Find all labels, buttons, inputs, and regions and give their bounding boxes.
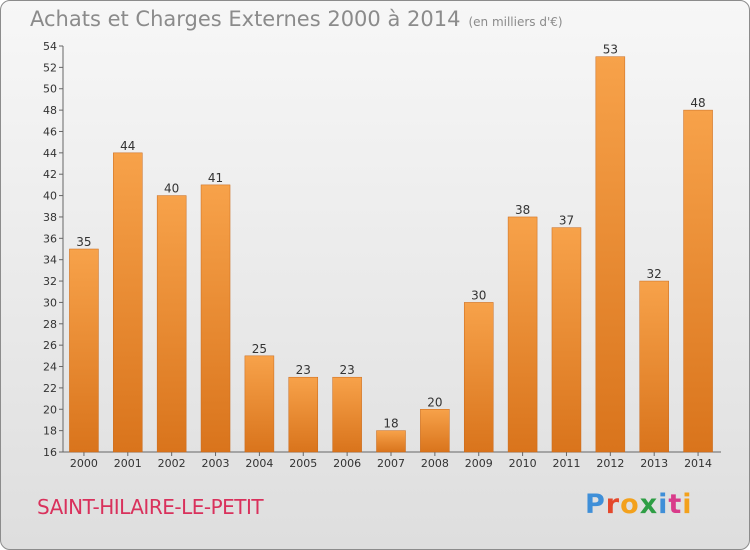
commune-name: SAINT-HILAIRE-LE-PETIT <box>37 495 264 519</box>
bar <box>507 216 538 453</box>
bar-value-label: 23 <box>339 363 354 377</box>
x-tick-label: 2014 <box>684 457 712 470</box>
proxiti-logo[interactable]: Proxiti <box>585 489 693 520</box>
x-tick-label: 2004 <box>245 457 273 470</box>
chart-bars: 35 44 40 41 25 23 23 18 20 30 38 37 53 32 48 <box>69 43 713 453</box>
y-tick-label: 32 <box>43 275 57 288</box>
x-tick-label: 2009 <box>465 457 493 470</box>
bar <box>683 109 713 453</box>
bar <box>200 184 231 453</box>
bar <box>551 227 582 453</box>
x-tick-label: 2008 <box>421 457 449 470</box>
y-tick-label: 28 <box>43 318 57 331</box>
x-tick-label: 2005 <box>289 457 317 470</box>
y-tick-label: 46 <box>43 125 57 138</box>
bar <box>463 302 494 453</box>
x-tick-label: 2006 <box>333 457 361 470</box>
chart-title-text: Achats et Charges Externes 2000 à 2014 <box>30 7 461 31</box>
bar <box>69 248 99 453</box>
bar-value-label: 41 <box>208 171 223 185</box>
bar-value-label: 32 <box>647 267 662 281</box>
bar-value-label: 20 <box>427 395 442 409</box>
y-tick-label: 40 <box>43 190 57 203</box>
bar-value-label: 18 <box>383 417 398 431</box>
bar-value-label: 25 <box>252 342 267 356</box>
y-tick-label: 20 <box>43 403 57 416</box>
x-tick-label: 2002 <box>158 457 186 470</box>
bar-value-label: 48 <box>690 96 705 110</box>
bar <box>113 152 143 453</box>
x-tick-label: 2003 <box>202 457 230 470</box>
y-tick-label: 16 <box>43 446 57 459</box>
y-tick-label: 18 <box>43 425 57 438</box>
chart-title: Achats et Charges Externes 2000 à 2014 (e… <box>30 7 563 31</box>
x-tick-label: 2010 <box>509 457 537 470</box>
x-tick-label: 2012 <box>596 457 624 470</box>
bar-value-label: 53 <box>603 43 618 57</box>
x-tick-label: 2011 <box>552 457 580 470</box>
x-tick-label: 2001 <box>114 457 142 470</box>
y-tick-label: 44 <box>43 147 57 160</box>
y-tick-label: 26 <box>43 339 57 352</box>
bar <box>420 409 450 453</box>
bar <box>332 376 362 453</box>
bar <box>595 56 626 453</box>
x-tick-label: 2007 <box>377 457 405 470</box>
bar <box>244 355 275 453</box>
chart-subtitle: (en milliers d'€) <box>468 15 563 29</box>
bar <box>639 280 669 453</box>
y-tick-label: 54 <box>43 40 57 53</box>
bar-value-label: 38 <box>515 203 530 217</box>
bar-value-label: 37 <box>559 214 574 228</box>
bar-value-label: 35 <box>76 235 91 249</box>
x-tick-label: 2000 <box>70 457 98 470</box>
x-tick-label: 2013 <box>640 457 668 470</box>
bar-value-label: 30 <box>471 288 486 302</box>
y-tick-label: 22 <box>43 382 57 395</box>
y-tick-label: 48 <box>43 104 57 117</box>
bar <box>376 430 406 453</box>
bar <box>156 195 187 453</box>
chart-axes: 16 18 20 22 24 26 28 30 32 34 36 38 40 42 44 46 48 50 52 54… <box>43 40 721 470</box>
y-tick-label: 34 <box>43 254 57 267</box>
y-tick-label: 50 <box>43 83 57 96</box>
y-tick-label: 52 <box>43 61 57 74</box>
y-tick-label: 24 <box>43 361 57 374</box>
y-tick-label: 42 <box>43 168 57 181</box>
y-tick-label: 38 <box>43 211 57 224</box>
bar-value-label: 40 <box>164 182 179 196</box>
bar-value-label: 44 <box>120 139 135 153</box>
y-tick-label: 30 <box>43 296 57 309</box>
bar <box>288 376 319 453</box>
y-tick-label: 36 <box>43 232 57 245</box>
bar-value-label: 23 <box>296 363 311 377</box>
